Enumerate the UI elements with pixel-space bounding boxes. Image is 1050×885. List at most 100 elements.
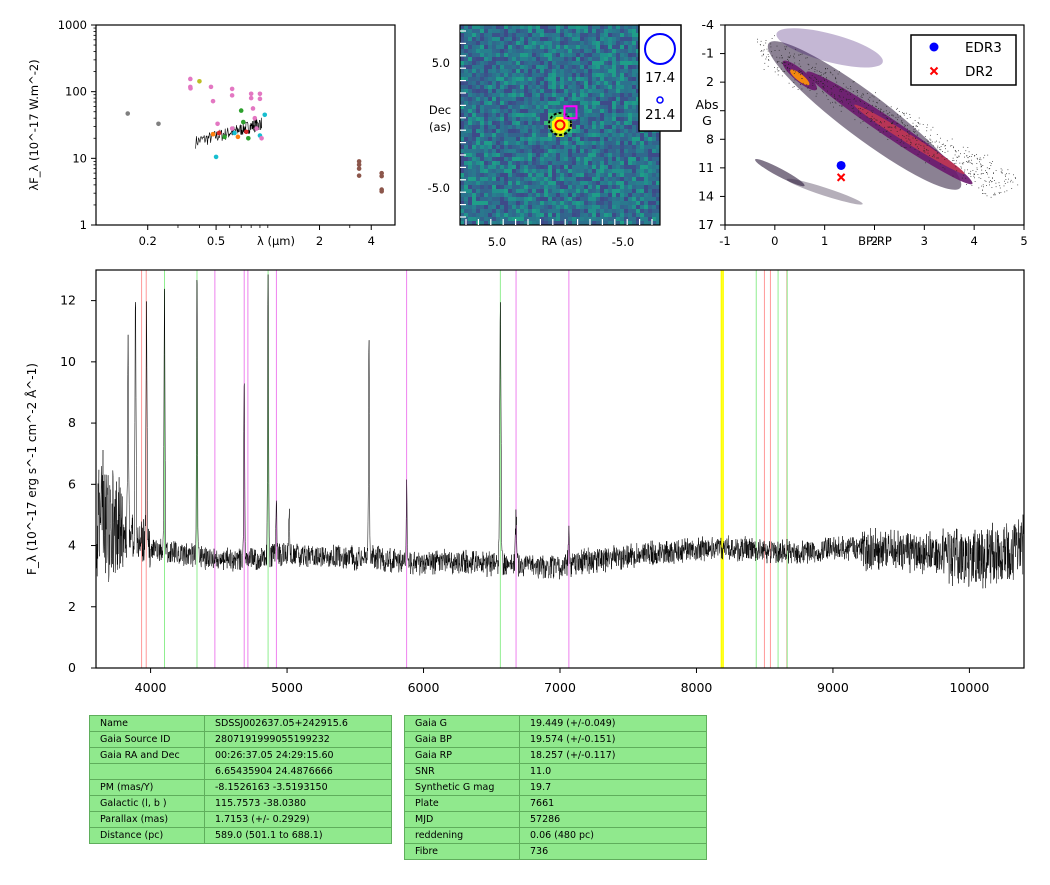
image-pixel (588, 177, 593, 182)
image-pixel (608, 125, 613, 130)
image-pixel (580, 177, 585, 182)
image-pixel (516, 41, 521, 46)
image-pixel (500, 217, 505, 222)
image-pixel (644, 153, 649, 158)
image-pixel (476, 169, 481, 174)
image-pixel (524, 153, 529, 158)
image-pixel (488, 201, 493, 206)
image-pixel (608, 177, 613, 182)
image-pixel (472, 165, 477, 170)
image-pixel (504, 161, 509, 166)
image-pixel (508, 93, 513, 98)
image-pixel (520, 169, 525, 174)
image-pixel (592, 69, 597, 74)
image-pixel (500, 205, 505, 210)
info-table-value: 18.257 (+/-0.117) (519, 747, 707, 764)
info-table-value: 2807191999055199232 (204, 731, 392, 748)
image-pixel (632, 129, 637, 134)
image-pixel (508, 121, 513, 126)
image-pixel (560, 201, 565, 206)
image-pixel (516, 201, 521, 206)
image-pixel (536, 189, 541, 194)
image-pixel (560, 81, 565, 86)
image-pixel (620, 57, 625, 62)
image-pixel (616, 165, 621, 170)
image-pixel (472, 217, 477, 222)
image-pixel (548, 217, 553, 222)
image-pixel (496, 137, 501, 142)
hr-dust-point (823, 77, 824, 79)
image-pixel (512, 125, 517, 130)
hr-dust-point (909, 139, 911, 141)
hr-dust-point (1004, 191, 1006, 193)
image-pixel (512, 197, 517, 202)
hr-density-layer (755, 28, 1019, 205)
image-pixel (620, 217, 625, 222)
image-pixel (532, 25, 537, 30)
image-pixel (464, 129, 469, 134)
image-pixel (624, 145, 629, 150)
image-pixel (532, 125, 537, 130)
image-pixel (556, 189, 561, 194)
image-pixel (540, 101, 545, 106)
image-pixel (540, 209, 545, 214)
hr-dust-point (956, 156, 958, 158)
image-pixel (624, 117, 629, 122)
image-pixel (548, 153, 553, 158)
hr-dust-point (969, 156, 970, 157)
image-pixel (592, 185, 597, 190)
image-pixel (468, 157, 473, 162)
sed-model-curve (195, 117, 262, 149)
image-pixel (564, 81, 569, 86)
image-pixel (536, 121, 541, 126)
image-pixel (636, 205, 641, 210)
image-pixel (504, 113, 509, 118)
image-pixel (608, 93, 613, 98)
image-pixel (616, 105, 621, 110)
image-pixel (624, 49, 629, 54)
sed-point (235, 134, 241, 140)
image-pixel (464, 169, 469, 174)
hr-dust-point (959, 162, 961, 164)
image-pixel (512, 65, 517, 70)
image-pixel (588, 197, 593, 202)
image-pixel (584, 85, 589, 90)
hr-ylabel-bg (690, 97, 717, 129)
image-pixel (500, 69, 505, 74)
image-pixel (632, 77, 637, 82)
image-pixel (500, 185, 505, 190)
image-pixel (464, 65, 469, 70)
sed-point (356, 159, 362, 164)
hr-dust-point (850, 86, 851, 87)
image-pixel (524, 213, 529, 218)
image-pixel (560, 177, 565, 182)
image-pixel (560, 25, 565, 30)
image-pixel (556, 137, 561, 142)
image-pixel (580, 149, 585, 154)
image-pixel (596, 205, 601, 210)
image-pixel (612, 141, 617, 146)
image-pixel (536, 149, 541, 154)
image-pixel (508, 213, 513, 218)
image-pixel (552, 165, 557, 170)
image-pixel (504, 65, 509, 70)
image-pixel (508, 53, 513, 58)
image-pixel (460, 169, 465, 174)
image-pixel (608, 141, 613, 146)
image-pixel (596, 73, 601, 78)
image-pixel (488, 209, 493, 214)
image-pixel (648, 201, 653, 206)
image-pixel (584, 109, 589, 114)
image-pixel (480, 77, 485, 82)
image-pixel (608, 97, 613, 102)
image-pixel (568, 217, 573, 222)
hr-legend-marker-dr2 (929, 66, 939, 76)
image-pixel (620, 93, 625, 98)
image-pixel (488, 85, 493, 90)
image-pixel (472, 85, 477, 90)
image-pixel (588, 173, 593, 178)
image-pixel (512, 201, 517, 206)
image-pixel (564, 97, 569, 102)
image-pixel (468, 49, 473, 54)
hr-dust-point (829, 71, 831, 73)
